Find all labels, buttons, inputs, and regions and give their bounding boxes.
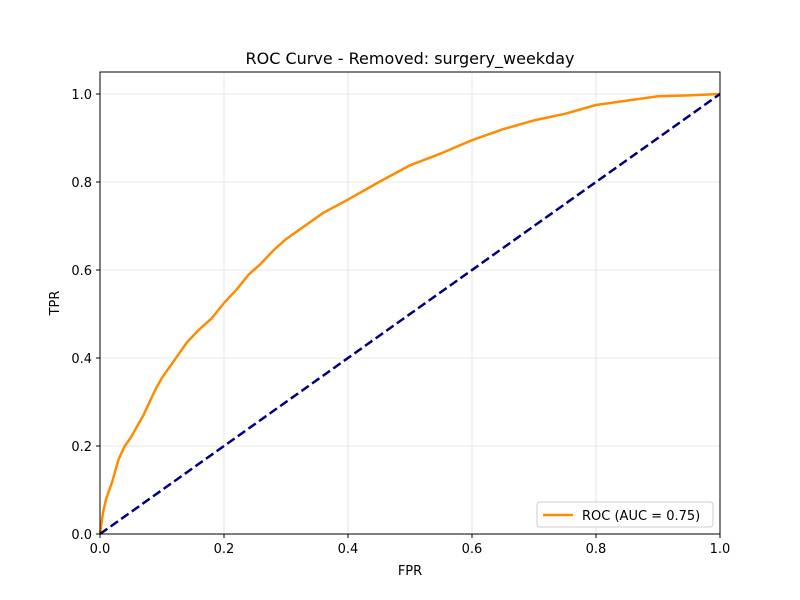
y-axis-label: TPR xyxy=(48,291,63,317)
x-tick-label: 0.8 xyxy=(586,542,607,557)
x-axis-label: FPR xyxy=(398,564,422,579)
roc-curve-line xyxy=(98,92,721,535)
plot-frame xyxy=(99,71,721,535)
legend: ROC (AUC = 0.75) xyxy=(536,501,714,528)
x-tick-label: 0.6 xyxy=(462,542,483,557)
y-tick-label: 0.8 xyxy=(71,176,92,191)
y-tick-label: 0.6 xyxy=(71,264,92,279)
series-layer xyxy=(98,92,721,536)
legend-box xyxy=(536,501,714,528)
x-tick-label: 0.0 xyxy=(90,542,111,557)
legend-label-roc: ROC (AUC = 0.75) xyxy=(582,509,700,524)
y-tick-label: 0.0 xyxy=(71,528,92,543)
chart-title: ROC Curve - Removed: surgery_weekday xyxy=(246,49,575,69)
x-tick-label: 1.0 xyxy=(710,542,731,557)
x-tick-label: 0.4 xyxy=(338,542,359,557)
y-tick-label: 1.0 xyxy=(71,88,92,103)
y-tick-label: 0.4 xyxy=(71,352,92,367)
y-tick-label: 0.2 xyxy=(71,440,92,455)
ticks: 0.0 0.2 0.4 0.6 0.8 1.0 0.0 0.2 0.4 0.6 0.8 1.0 xyxy=(71,88,730,557)
x-tick-label: 0.2 xyxy=(214,542,235,557)
chance-diagonal-line xyxy=(99,92,721,536)
